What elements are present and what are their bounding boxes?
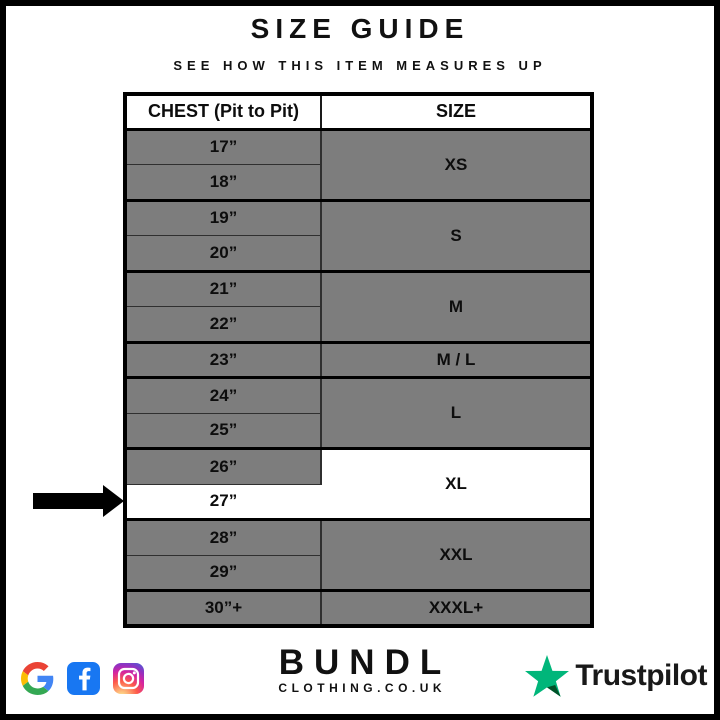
table-row: 21” M — [125, 269, 592, 342]
facebook-icon — [67, 662, 100, 695]
brand-domain: CLOTHING.CO.UK — [278, 681, 447, 695]
chest-cell: 18” — [125, 164, 322, 200]
table-row: 18” — [125, 164, 592, 200]
chest-cell: 22” — [125, 306, 322, 342]
table-row: 25” — [125, 412, 592, 449]
chest-cell: 25” — [125, 412, 322, 449]
table-header-row: CHEST (Pit to Pit) SIZE — [125, 94, 592, 131]
chest-cell: 23” — [125, 340, 322, 378]
chest-cell: 30”+ — [125, 589, 322, 626]
google-icon — [21, 662, 54, 695]
trustpilot-label: Trustpilot — [575, 659, 707, 692]
table-row: 23” M / L — [125, 340, 592, 378]
chest-cell: 26” — [125, 447, 322, 484]
brand-name: BUNDL — [278, 643, 452, 682]
brand-logo: BUNDL CLOTHING.CO.UK — [0, 645, 720, 695]
table-row: 28” XXL — [125, 518, 592, 591]
table-row-highlighted: 27” — [125, 483, 592, 520]
table-row: 30”+ XXXL+ — [125, 589, 592, 626]
table-row: 19” S — [125, 198, 592, 271]
arrow-head — [103, 485, 124, 517]
chest-cell: 20” — [125, 235, 322, 271]
size-cell: S — [321, 198, 592, 271]
chest-cell: 24” — [125, 376, 322, 413]
table-row: 22” — [125, 306, 592, 342]
arrow-shaft — [33, 493, 105, 509]
chest-cell: 29” — [125, 554, 322, 591]
table-row: 29” — [125, 554, 592, 591]
size-cell: L — [321, 376, 592, 449]
size-cell: XS — [321, 127, 592, 200]
size-cell: XXXL+ — [321, 589, 592, 626]
chest-cell: 28” — [125, 518, 322, 555]
chest-cell: 21” — [125, 269, 322, 307]
instagram-icon — [113, 663, 144, 694]
size-cell: XXL — [321, 518, 592, 591]
table-row: 17” XS — [125, 127, 592, 200]
table-row: 26” XL — [125, 447, 592, 520]
chest-cell: 17” — [125, 127, 322, 165]
size-column-header: SIZE — [321, 94, 592, 131]
size-guide-table: CHEST (Pit to Pit) SIZE 17” XS 18” 19” S… — [123, 92, 594, 628]
page-subtitle: SEE HOW THIS ITEM MEASURES UP — [173, 58, 547, 73]
chest-column-header: CHEST (Pit to Pit) — [125, 94, 322, 131]
chest-cell-highlighted: 27” — [125, 483, 322, 520]
trustpilot-star-icon — [525, 655, 570, 697]
table-row: 24” L — [125, 376, 592, 449]
size-cell-highlighted: XL — [321, 447, 592, 520]
page-title: SIZE GUIDE — [250, 13, 470, 44]
trustpilot-logo: Trustpilot — [525, 655, 707, 697]
chest-cell: 19” — [125, 198, 322, 236]
size-cell: M — [321, 269, 592, 342]
highlight-arrow-icon — [33, 485, 124, 517]
size-cell: M / L — [321, 340, 592, 378]
table-row: 20” — [125, 235, 592, 271]
social-icons — [21, 662, 144, 695]
